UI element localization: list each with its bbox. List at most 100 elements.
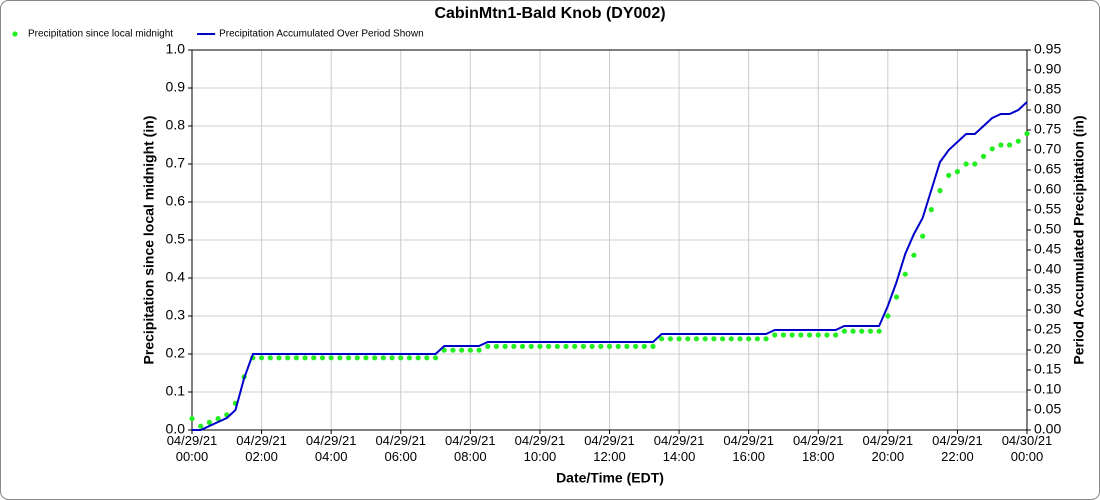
y2-tick-label: 0.00 [1034,421,1061,437]
x-tick-label: 04/29/21 16:00 [723,433,774,464]
x-tick-label-line: 22:00 [941,449,974,464]
data-point [589,343,595,349]
data-point [198,423,204,429]
y-tick-label: 0.3 [166,307,186,323]
data-point [946,172,952,178]
data-point [563,343,569,349]
y2-tick-label: 0.80 [1034,101,1061,117]
y-tick-label: 0.4 [166,269,186,285]
y2-tick-label: 0.15 [1034,361,1061,377]
x-tick-label-line: 04/29/21 [515,433,566,448]
data-point [789,332,795,338]
data-point [902,271,908,277]
data-point [632,343,639,349]
data-point [206,419,212,425]
data-point [859,328,865,334]
y2-tick-label: 0.25 [1034,321,1061,337]
y2-tick-label: 0.05 [1034,401,1061,417]
data-point [989,146,995,152]
data-point [580,343,587,349]
data-point [372,355,378,361]
x-tick-label: 04/29/21 06:00 [375,433,426,464]
y2-tick-label: 0.50 [1034,221,1061,237]
data-point [719,336,726,342]
data-point [815,332,821,338]
data-point [911,252,917,258]
data-point [850,328,856,334]
data-point [963,161,969,167]
data-point [937,188,943,194]
x-tick-label-line: 18:00 [802,449,835,464]
data-point [537,343,543,349]
y-axis-title: Precipitation since local midnight (in) [141,116,157,365]
x-tick-label-line: 04/29/21 [793,433,844,448]
data-point [215,416,221,422]
data-point [676,336,682,342]
data-point [476,347,482,353]
data-point [441,347,447,353]
data-point [302,355,308,361]
data-point [285,355,291,361]
x-tick-label: 04/29/21 10:00 [515,433,566,464]
y2-tick-label: 0.45 [1034,241,1061,257]
data-point [345,355,352,361]
data-point [554,343,560,349]
data-point [615,343,621,349]
data-point [598,343,604,349]
data-point [493,343,500,349]
x-tick-label-line: 04/29/21 [306,433,357,448]
data-point [406,355,413,361]
data-point [624,343,630,349]
x-tick-label-line: 20:00 [872,449,905,464]
x-axis-title: Date/Time (EDT) [556,470,664,486]
data-point [380,355,386,361]
data-point [972,161,978,167]
x-tick-label-line: 04:00 [315,449,348,464]
y2-tick-label: 0.90 [1034,61,1061,77]
y2-tick-label: 0.75 [1034,121,1061,137]
x-tick-label: 04/29/21 08:00 [445,433,496,464]
y-tick-label: 0.6 [166,193,186,209]
data-point [833,332,839,338]
data-point [980,153,987,159]
data-point [824,332,830,338]
y-tick-label: 0.1 [166,383,186,399]
data-point [737,336,743,342]
data-point [354,355,360,361]
data-point [293,355,299,361]
data-point [459,347,465,353]
y2-tick-label: 0.30 [1034,301,1061,317]
x-tick-label-line: 10:00 [524,449,557,464]
x-tick-label: 04/30/21 00:00 [1002,433,1053,464]
data-point [893,294,900,300]
y-tick-label: 0.8 [166,117,186,133]
y2-tick-label: 0.10 [1034,381,1061,397]
x-tick-label-line: 04/29/21 [584,433,635,448]
data-point [867,328,874,334]
data-point [546,343,552,349]
x-tick-label-line: 04/29/21 [932,433,983,448]
data-point [311,355,317,361]
x-tick-label-line: 04/29/21 [863,433,914,448]
data-point [276,355,282,361]
legend-label: Precipitation since local midnight [28,29,173,40]
data-point [702,336,708,342]
x-tick-label: 04/29/21 20:00 [863,433,914,464]
y2-tick-label: 0.65 [1034,161,1061,177]
data-point [954,169,961,175]
data-point [267,355,273,361]
data-point [746,336,752,342]
y2-tick-label: 0.55 [1034,201,1061,217]
data-point [450,347,456,353]
y2-tick-label: 0.85 [1034,81,1061,97]
data-point [772,332,778,338]
data-point [641,343,647,349]
data-point [1024,131,1030,137]
data-point [841,328,847,334]
chart-title: CabinMtn1-Bald Knob (DY002) [434,5,665,22]
data-point [876,328,882,334]
data-point [780,332,787,338]
data-point [711,336,717,342]
data-point [998,142,1004,148]
